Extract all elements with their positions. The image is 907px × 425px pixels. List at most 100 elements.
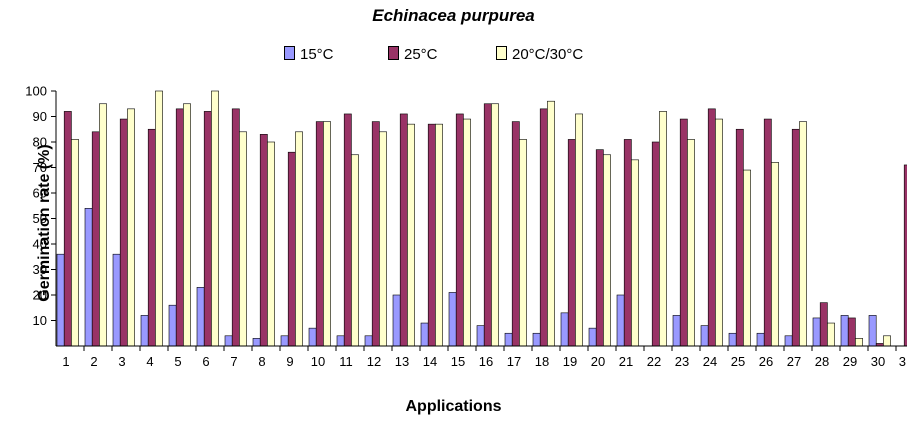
bar-15°C: [308, 327, 317, 347]
bar-15°C: [168, 304, 177, 347]
bar-25°C: [651, 141, 660, 347]
x-tick-label: 29: [843, 354, 857, 369]
bar-25°C: [903, 164, 907, 347]
bar-15°C: [476, 325, 485, 347]
x-tick-label: 16: [479, 354, 493, 369]
bar-20°C/30°C: [743, 169, 751, 347]
bar-25°C: [175, 108, 184, 347]
x-tick-label: 17: [507, 354, 521, 369]
bar-15°C: [392, 294, 401, 347]
bar-20°C/30°C: [463, 118, 471, 347]
bar-20°C/30°C: [435, 123, 443, 347]
bar-20°C/30°C: [379, 131, 387, 347]
bar-20°C/30°C: [631, 159, 639, 347]
bar-15°C: [196, 287, 205, 347]
bar-25°C: [763, 118, 772, 347]
y-tick-label: 10: [33, 313, 47, 328]
bar-15°C: [784, 335, 793, 347]
x-tick-label: 26: [759, 354, 773, 369]
x-tick-label: 28: [815, 354, 829, 369]
bar-15°C: [504, 332, 513, 347]
x-tick-label: 5: [174, 354, 181, 369]
bar-25°C: [287, 151, 296, 347]
bar-20°C/30°C: [267, 141, 275, 347]
bar-20°C/30°C: [351, 154, 359, 347]
x-tick-label: 4: [146, 354, 153, 369]
x-tick-label: 1: [62, 354, 69, 369]
bar-25°C: [819, 302, 828, 347]
x-tick-label: 6: [202, 354, 209, 369]
x-tick-label: 8: [258, 354, 265, 369]
x-tick-label: 11: [339, 354, 353, 369]
bar-25°C: [91, 131, 100, 347]
y-tick-label: 40: [33, 237, 47, 252]
bar-20°C/30°C: [295, 131, 303, 347]
bar-25°C: [63, 111, 72, 347]
bar-15°C: [140, 315, 149, 347]
bar-25°C: [343, 113, 352, 347]
x-tick-label: 7: [230, 354, 237, 369]
x-tick-label: 27: [787, 354, 801, 369]
bar-15°C: [728, 332, 737, 347]
x-tick-label: 14: [423, 354, 437, 369]
x-tick-label: 9: [286, 354, 293, 369]
bar-20°C/30°C: [519, 139, 527, 347]
bar-15°C: [252, 338, 261, 347]
bar-15°C: [420, 322, 429, 347]
bar-25°C: [399, 113, 408, 347]
legend-label-15c: 15°C: [300, 46, 334, 63]
y-tick-label: 70: [33, 160, 47, 175]
bar-25°C: [427, 123, 436, 347]
bar-20°C/30°C: [575, 113, 583, 347]
bar-20°C/30°C: [127, 108, 135, 347]
legend-swatch-25c: [388, 46, 399, 60]
y-axis-label: Germination rate (%): [36, 144, 53, 302]
bar-15°C: [56, 253, 65, 347]
bar-25°C: [595, 149, 604, 347]
legend-label-20c-30c: 20°C/30°C: [512, 46, 584, 63]
x-tick-label: 12: [367, 354, 381, 369]
x-tick-label: 20: [591, 354, 605, 369]
y-tick-label: 100: [25, 84, 47, 99]
bar-15°C: [112, 253, 121, 347]
y-tick-label: 50: [33, 211, 47, 226]
x-tick-label: 19: [563, 354, 577, 369]
bar-20°C/30°C: [687, 139, 695, 347]
bar-25°C: [847, 317, 856, 347]
bar-25°C: [679, 118, 688, 347]
bar-20°C/30°C: [827, 322, 835, 347]
x-tick-label: 13: [395, 354, 409, 369]
bar-25°C: [259, 134, 268, 347]
bar-25°C: [203, 111, 212, 347]
bar-15°C: [280, 335, 289, 347]
x-tick-label: 21: [619, 354, 633, 369]
y-tick-label: 60: [33, 186, 47, 201]
x-tick-label: 31: [899, 354, 907, 369]
bar-20°C/30°C: [855, 338, 863, 347]
x-tick-label: 22: [647, 354, 661, 369]
bar-15°C: [84, 208, 93, 347]
bar-20°C/30°C: [183, 103, 191, 347]
bar-25°C: [623, 139, 632, 347]
bar-20°C/30°C: [99, 103, 107, 347]
legend-item-20c-30c: 20°C/30°C: [496, 46, 583, 63]
bar-20°C/30°C: [883, 335, 891, 347]
bar-15°C: [532, 332, 541, 347]
x-tick-label: 18: [535, 354, 549, 369]
bar-20°C/30°C: [491, 103, 499, 347]
x-tick-label: 30: [871, 354, 885, 369]
bar-15°C: [448, 292, 457, 347]
y-tick-label: 90: [33, 109, 47, 124]
bar-25°C: [791, 128, 800, 347]
bar-25°C: [735, 128, 744, 347]
bar-20°C/30°C: [155, 90, 163, 347]
legend-label-25c: 25°C: [404, 46, 438, 63]
bar-15°C: [840, 315, 849, 347]
bar-25°C: [147, 128, 156, 347]
bar-25°C: [315, 121, 324, 347]
bar-15°C: [364, 335, 373, 347]
bar-15°C: [700, 325, 709, 347]
bar-25°C: [567, 139, 576, 347]
x-axis-label: Applications: [405, 398, 502, 415]
